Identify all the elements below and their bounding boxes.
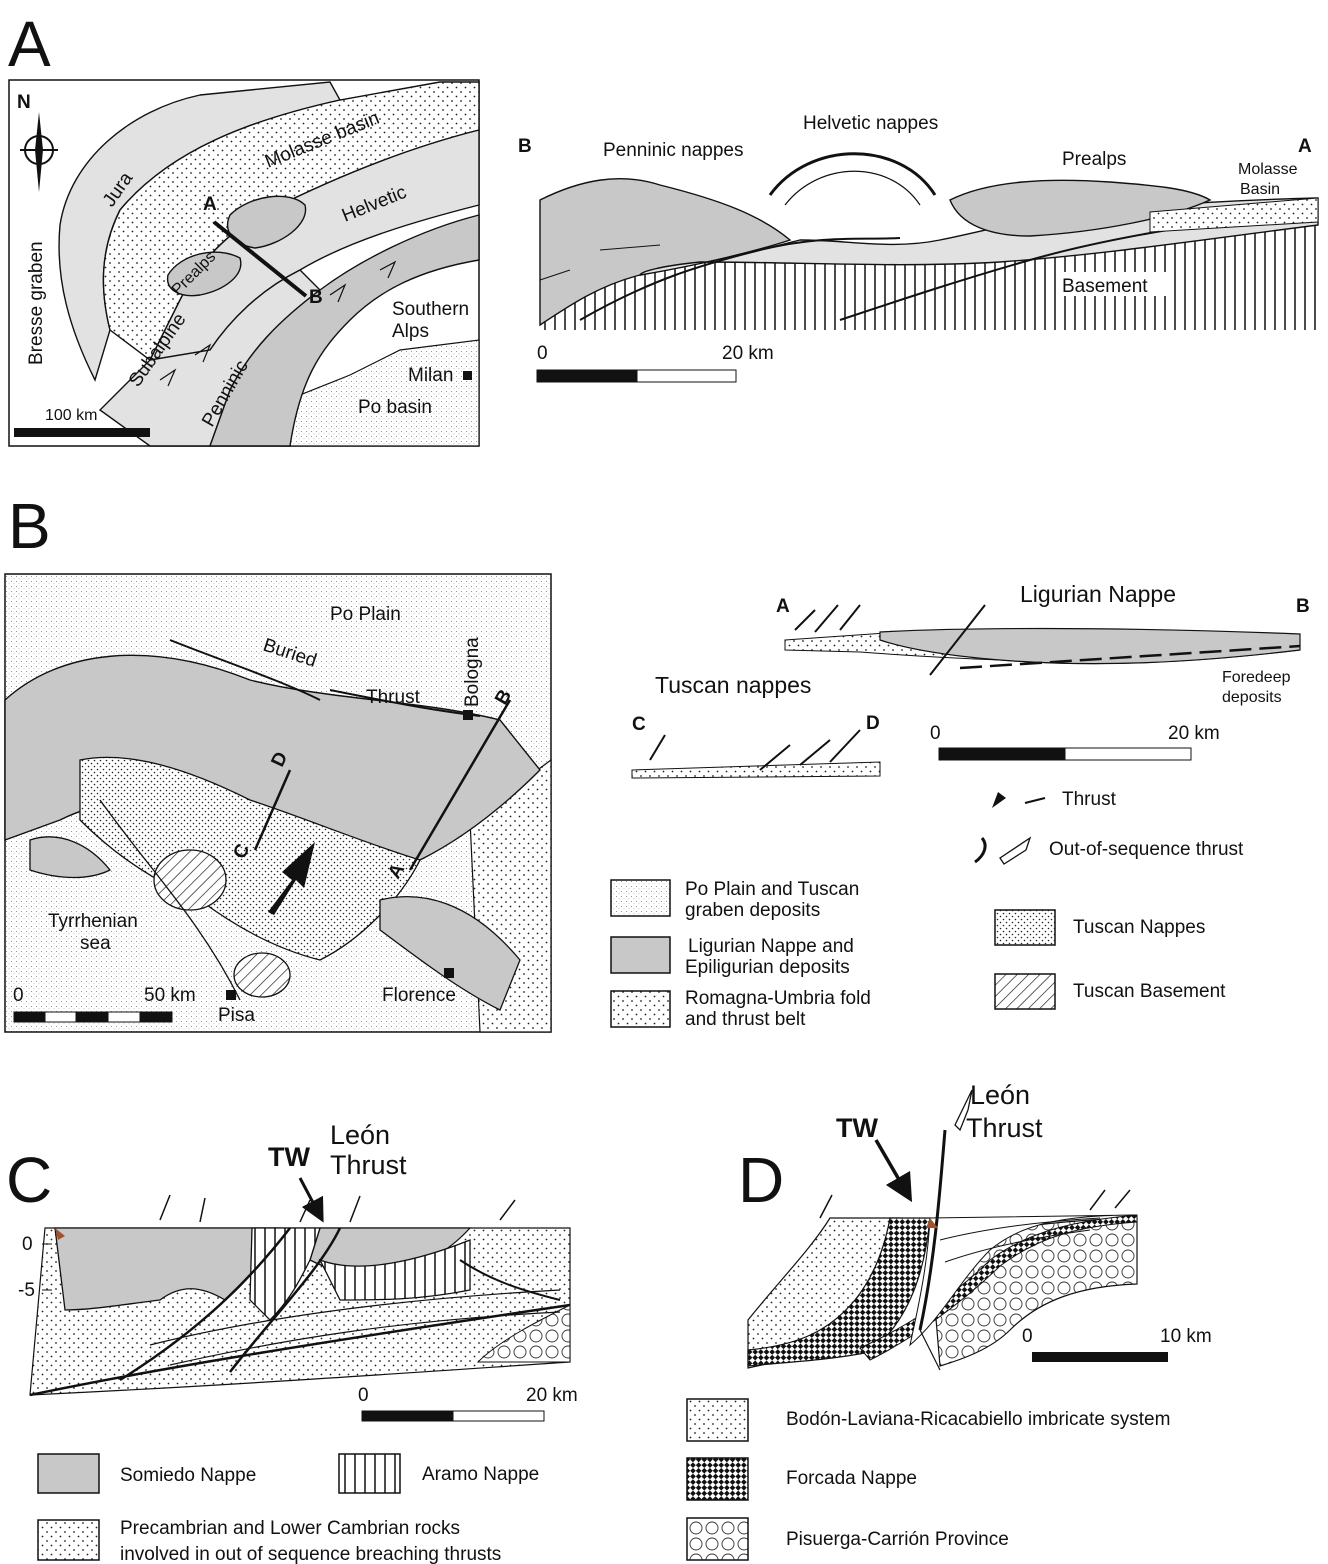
- section-d-scale-0: 0: [1022, 1326, 1033, 1347]
- legend-b-oos: Out-of-sequence thrust: [1049, 839, 1244, 860]
- section-cantabrian-d: TW León Thrust 0 10 km: [747, 1080, 1212, 1371]
- section-c-scale-0: 0: [358, 1385, 369, 1406]
- map-b-scale-50: 50 km: [144, 985, 196, 1006]
- map-b-thrust: Thrust: [366, 687, 421, 708]
- section-a-prealps: Prealps: [1062, 149, 1126, 170]
- legend-apennines: Thrust Out-of-sequence thrust Po Plain a…: [610, 789, 1244, 1030]
- map-b-pisa: Pisa: [218, 1005, 255, 1026]
- panel-letter-b: B: [8, 490, 51, 562]
- map-a-point-a: A: [203, 194, 217, 215]
- map-b-tyrrhenian: Tyrrhenian sea: [48, 911, 138, 954]
- section-a-molasse: Molasse Basin: [1238, 161, 1298, 198]
- map-a-north: N: [17, 92, 31, 113]
- map-b-florence: Florence: [382, 985, 456, 1006]
- section-b-tuscan: Tuscan nappes: [655, 672, 811, 698]
- panel-letter-a: A: [8, 8, 51, 80]
- section-c-leon: León Thrust: [330, 1120, 407, 1180]
- legend-c-aramo: Aramo Nappe: [422, 1464, 539, 1485]
- section-a-basement: Basement: [1062, 276, 1148, 297]
- map-alps: N Jura Molasse basin Helvetic Prealps Su…: [8, 79, 480, 447]
- legend-d-forcada: Forcada Nappe: [786, 1468, 917, 1489]
- section-cantabrian-c: TW León Thrust 0 -5 0 20 km: [18, 1120, 578, 1422]
- map-apennines: Po Plain Buried Thrust Bologna Tyrrhenia…: [4, 573, 552, 1033]
- section-c-tw: TW: [268, 1142, 310, 1172]
- map-a-scale-label: 100 km: [45, 407, 97, 424]
- thrust-symbol-icon: [992, 792, 1046, 808]
- section-apennines: A B Ligurian Nappe Foredeep deposits Tusc…: [631, 581, 1310, 779]
- section-a-penninic: Penninic nappes: [603, 140, 744, 161]
- legend-b-tuscan-nappes: Tuscan Nappes: [1073, 917, 1205, 938]
- section-c-scale-20: 20 km: [526, 1385, 578, 1406]
- section-d-scale-10: 10 km: [1160, 1326, 1212, 1347]
- legend-b-romagna: Romagna-Umbria fold and thrust belt: [685, 988, 871, 1030]
- section-a-scale-20: 20 km: [722, 343, 774, 364]
- section-b-c: C: [632, 714, 646, 735]
- legend-c-precambrian: Precambrian and Lower Cambrian rocks invo…: [120, 1518, 501, 1564]
- legend-b-ligurian: Ligurian Nappe and Epiligurian deposits: [685, 936, 854, 978]
- section-c-y5: -5: [18, 1280, 35, 1301]
- section-b-scale-0: 0: [930, 723, 941, 744]
- panel-letter-c: C: [6, 1144, 52, 1216]
- legend-b-thrust: Thrust: [1062, 789, 1117, 810]
- section-d-leon: León Thrust: [966, 1080, 1043, 1143]
- section-a-scale-0: 0: [537, 343, 548, 364]
- map-a-milan: Milan: [408, 365, 453, 386]
- section-d-tw: TW: [836, 1113, 878, 1143]
- legend-cantabrian-d: Bodón-Laviana-Ricacabiello imbricate sys…: [686, 1398, 1170, 1561]
- legend-c-somiedo: Somiedo Nappe: [120, 1465, 256, 1486]
- north-arrow-icon: [20, 112, 58, 192]
- legend-d-bodon: Bodón-Laviana-Ricacabiello imbricate sys…: [786, 1409, 1170, 1430]
- section-a-helvetic: Helvetic nappes: [803, 113, 938, 134]
- section-b-scale-20: 20 km: [1168, 723, 1220, 744]
- section-b-ligurian: Ligurian Nappe: [1020, 581, 1176, 607]
- legend-cantabrian-c: Somiedo Nappe Aramo Nappe Precambrian an…: [37, 1453, 539, 1564]
- map-a-po: Po basin: [358, 397, 432, 418]
- section-b-b: B: [1296, 596, 1310, 617]
- map-b-bologna: Bologna: [462, 637, 483, 707]
- oos-thrust-symbol-icon: [974, 836, 1032, 865]
- legend-b-po: Po Plain and Tuscan graben deposits: [685, 879, 859, 921]
- map-b-po: Po Plain: [330, 604, 401, 625]
- section-a-end-b: B: [518, 136, 532, 157]
- map-b-scale-0: 0: [13, 985, 24, 1006]
- legend-b-tuscan-basement: Tuscan Basement: [1073, 981, 1226, 1002]
- legend-d-pisuerga: Pisuerga-Carrión Province: [786, 1529, 1009, 1550]
- map-a-southern: Southern Alps: [392, 299, 469, 342]
- section-b-a: A: [776, 596, 790, 617]
- section-a-end-a: A: [1298, 136, 1312, 157]
- panel-letter-d: D: [738, 1144, 784, 1216]
- section-b-d: D: [866, 713, 880, 734]
- section-b-foredeep: Foredeep deposits: [1222, 669, 1291, 706]
- map-b-scale-bar: [13, 1011, 173, 1023]
- section-alps: B A Penninic nappes Helvetic nappes Prea…: [518, 113, 1320, 383]
- map-a-bresse: Bresse graben: [26, 241, 47, 365]
- map-a-point-b: B: [309, 287, 323, 308]
- section-c-y0: 0: [22, 1234, 33, 1255]
